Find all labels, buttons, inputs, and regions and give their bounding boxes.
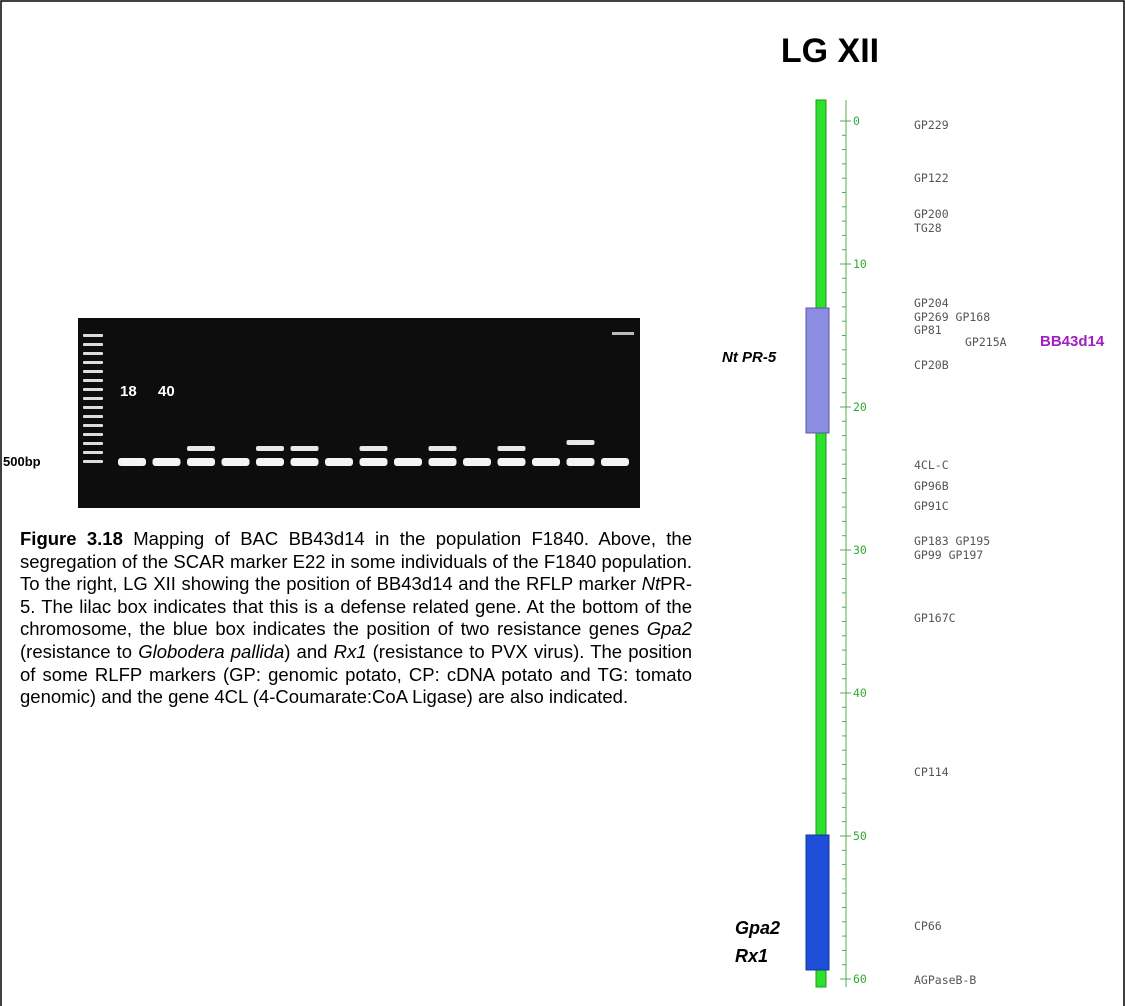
band bbox=[222, 458, 250, 466]
marker-label: TG28 bbox=[914, 221, 942, 235]
band bbox=[360, 446, 388, 451]
band bbox=[256, 458, 284, 466]
marker-label: GP269 GP168 bbox=[914, 310, 990, 324]
gene-label: Nt PR-5 bbox=[722, 349, 777, 366]
band bbox=[612, 332, 634, 335]
scale-label: 20 bbox=[853, 400, 867, 414]
marker-label: GP122 bbox=[914, 171, 949, 185]
band bbox=[601, 458, 629, 466]
marker-label: GP215A bbox=[965, 335, 1007, 349]
marker-label: CP114 bbox=[914, 765, 949, 779]
caption-text: Globodera pallida bbox=[138, 641, 284, 662]
marker-label: GP183 GP195 bbox=[914, 534, 990, 548]
marker-label: CP66 bbox=[914, 919, 942, 933]
scale-label: 10 bbox=[853, 257, 867, 271]
band bbox=[291, 458, 319, 466]
scale-label: 50 bbox=[853, 829, 867, 843]
ladder-band bbox=[83, 397, 103, 400]
band bbox=[498, 446, 526, 451]
scale-label: 0 bbox=[853, 114, 860, 128]
ladder-band bbox=[83, 388, 103, 391]
ladder-band bbox=[83, 406, 103, 409]
resistance-box bbox=[806, 835, 829, 970]
band bbox=[498, 458, 526, 466]
ladder-band bbox=[83, 451, 103, 454]
band bbox=[291, 446, 319, 451]
scale-label: 30 bbox=[853, 543, 867, 557]
caption-text: (resistance to bbox=[20, 641, 138, 662]
band bbox=[118, 458, 146, 466]
lane-label: 40 bbox=[158, 383, 175, 400]
marker-label: GP81 bbox=[914, 323, 942, 337]
ladder-band bbox=[83, 442, 103, 445]
marker-label: CP20B bbox=[914, 358, 949, 372]
ladder-band bbox=[83, 370, 103, 373]
caption-text: Rx1 bbox=[334, 641, 367, 662]
band bbox=[567, 458, 595, 466]
band bbox=[325, 458, 353, 466]
ladder-band bbox=[83, 352, 103, 355]
defense-box bbox=[806, 308, 829, 433]
scale-label: 40 bbox=[853, 686, 867, 700]
map-title: LG XII bbox=[781, 32, 879, 70]
band bbox=[360, 458, 388, 466]
marker-label: GP229 bbox=[914, 118, 949, 132]
band bbox=[153, 458, 181, 466]
size-label: 500bp bbox=[3, 454, 41, 469]
band bbox=[429, 446, 457, 451]
marker-label: GP96B bbox=[914, 479, 949, 493]
scale: 0 10 20 30 40 50 60 bbox=[840, 114, 867, 986]
ladder-band bbox=[83, 379, 103, 382]
band bbox=[429, 458, 457, 466]
ladder-band bbox=[83, 361, 103, 364]
ladder-band bbox=[83, 424, 103, 427]
scale-label: 60 bbox=[853, 972, 867, 986]
ladder-band bbox=[83, 415, 103, 418]
marker-label: GP204 bbox=[914, 296, 949, 310]
ladder-band bbox=[83, 460, 103, 463]
band bbox=[187, 458, 215, 466]
band bbox=[187, 446, 215, 451]
caption: Figure 3.18 Mapping of BAC BB43d14 in th… bbox=[20, 528, 692, 709]
gene-label: Rx1 bbox=[735, 946, 768, 966]
marker-label: AGPaseB-B bbox=[914, 973, 976, 987]
band bbox=[394, 458, 422, 466]
marker-label: GP200 bbox=[914, 207, 949, 221]
marker-label: GP99 GP197 bbox=[914, 548, 983, 562]
gel-image bbox=[78, 318, 640, 508]
marker-label: GP91C bbox=[914, 499, 949, 513]
page: 18 40 500bp LG XII 0102030405060 GP229GP… bbox=[0, 0, 1125, 1006]
ladder-band bbox=[83, 433, 103, 436]
band bbox=[256, 446, 284, 451]
band bbox=[532, 458, 560, 466]
band bbox=[567, 440, 595, 445]
marker-label: GP167C bbox=[914, 611, 956, 625]
caption-label: Figure 3.18 bbox=[20, 528, 123, 549]
ladder-band bbox=[83, 334, 103, 337]
lane-label: 18 bbox=[120, 383, 137, 400]
caption-text: Gpa2 bbox=[647, 618, 692, 639]
figure: 18 40 500bp LG XII 0102030405060 GP229GP… bbox=[0, 0, 1125, 1006]
gene-label: Gpa2 bbox=[735, 918, 780, 938]
marker-label: 4CL-C bbox=[914, 458, 949, 472]
caption-text: ) and bbox=[284, 641, 333, 662]
bac-label: BB43d14 bbox=[1040, 333, 1105, 350]
ladder-band bbox=[83, 343, 103, 346]
band bbox=[463, 458, 491, 466]
caption-text: Nt bbox=[642, 573, 661, 594]
